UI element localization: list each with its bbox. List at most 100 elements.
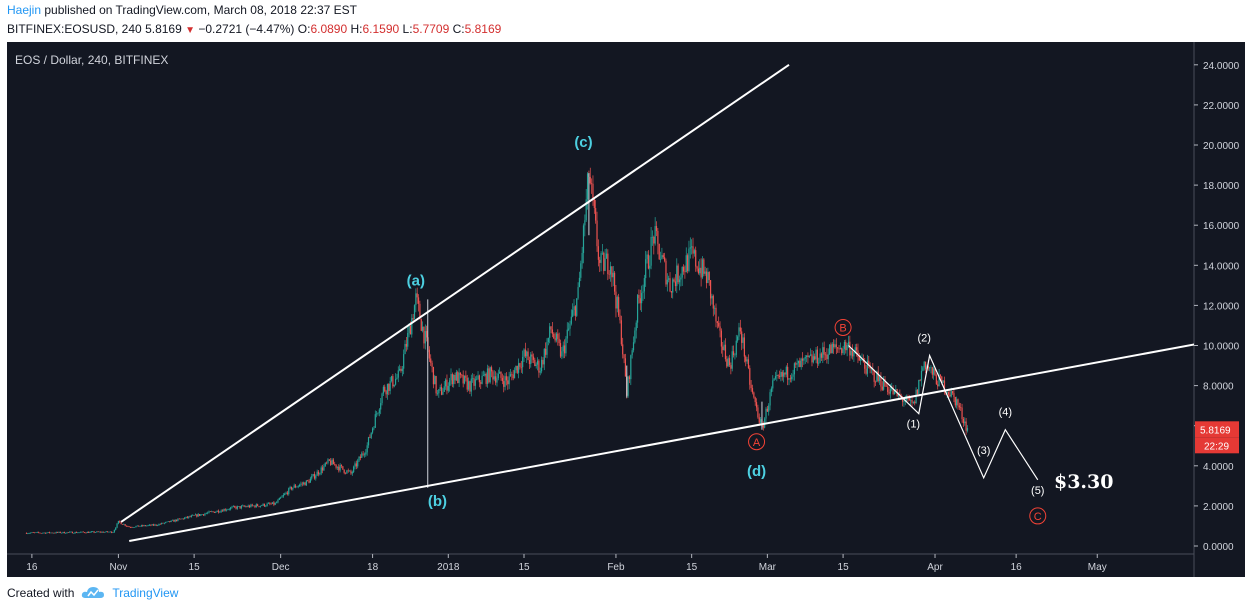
y-tick-label: 24.0000 — [1203, 61, 1240, 72]
last-price-badge — [1195, 421, 1239, 438]
candle-body — [931, 367, 933, 375]
elliott-wave-projection[interactable] — [848, 345, 1039, 481]
candle-body — [935, 375, 937, 385]
candle-body — [670, 291, 672, 293]
candle-body — [947, 392, 950, 395]
candle-body — [129, 527, 132, 528]
candle-body — [568, 328, 570, 330]
candle-body — [540, 359, 543, 372]
candle-body — [343, 469, 345, 473]
candle-body — [424, 331, 426, 344]
symbol-label: BITFINEX:EOSUSD, 240 — [7, 22, 142, 36]
candle-body — [143, 525, 145, 527]
candle-body — [810, 354, 812, 356]
wave-label: C — [1034, 511, 1042, 523]
candle-body — [97, 531, 99, 533]
candle-body — [739, 327, 741, 332]
candle-body — [267, 503, 270, 504]
candle-body — [346, 470, 348, 474]
publish-line: Haejin published on TradingView.com, Mar… — [7, 3, 357, 17]
chart-background — [7, 42, 1245, 577]
candle-body — [472, 378, 474, 379]
candle-body — [304, 482, 306, 486]
candle-body — [194, 514, 197, 516]
candle-body — [799, 360, 801, 368]
wave-label: (c) — [574, 134, 592, 151]
candle-body — [416, 293, 418, 298]
candle-body — [305, 480, 307, 486]
candle-body — [58, 531, 60, 533]
candle-body — [289, 486, 291, 489]
candle-body — [120, 522, 122, 525]
candle-body — [509, 374, 512, 377]
plot-area: (a) (b) (c) (d) A B C (1) (2) (3) (4) (5) $3.30 — [25, 63, 1245, 542]
candle-body — [792, 374, 794, 377]
candle-body — [380, 403, 382, 410]
candle-body — [208, 511, 210, 513]
candle-body — [386, 383, 389, 395]
candle-body — [486, 368, 489, 384]
candle-body — [738, 327, 740, 337]
candle-body — [35, 532, 37, 533]
candle-body — [257, 504, 259, 507]
candle-body — [563, 345, 566, 354]
candle-body — [647, 254, 649, 269]
candle-body — [839, 348, 841, 350]
candle-body — [439, 387, 441, 390]
candle-body — [32, 532, 34, 533]
candle-body — [728, 358, 731, 366]
candle-body — [462, 375, 464, 384]
candle-body — [404, 343, 406, 355]
candle-body — [275, 502, 278, 504]
candle-body — [473, 378, 475, 386]
candle-body — [334, 464, 336, 465]
wave-label: (1) — [907, 419, 920, 431]
tradingview-link[interactable]: TradingView — [112, 586, 179, 600]
candle-body — [609, 266, 612, 275]
candle-body — [712, 295, 714, 309]
candle-body — [659, 258, 662, 260]
candle-body — [781, 372, 783, 377]
candle-body — [54, 532, 56, 534]
candle-body — [161, 522, 163, 525]
candle-body — [577, 287, 579, 299]
candle-body — [399, 368, 401, 371]
candle-body — [489, 367, 491, 383]
candle-body — [254, 505, 256, 508]
candle-body — [79, 532, 82, 533]
candle-body — [308, 480, 310, 483]
author-link[interactable]: Haejin — [7, 3, 42, 17]
candle-body — [358, 456, 360, 461]
candle-body — [965, 421, 967, 431]
candle-body — [635, 322, 637, 331]
candle-body — [572, 310, 574, 317]
candle-body — [412, 318, 414, 320]
ohlc-line: BITFINEX:EOSUSD, 240 5.8169 ▼ −0.2721 (−… — [7, 22, 501, 36]
candle-body — [515, 365, 517, 371]
candle-body — [962, 418, 965, 424]
candle-body — [450, 374, 452, 381]
candle-body — [493, 376, 495, 380]
candle-body — [357, 460, 359, 467]
candle-body — [67, 532, 69, 533]
candle-body — [470, 378, 472, 392]
candle-body — [193, 515, 195, 516]
candle-body — [784, 372, 786, 375]
candle-body — [803, 358, 805, 361]
x-tick-label: 15 — [838, 562, 850, 573]
candle-body — [505, 376, 508, 381]
candle-body — [934, 368, 936, 376]
lower-trendline[interactable] — [129, 329, 1245, 542]
candle-body — [753, 392, 755, 398]
candle-body — [44, 532, 46, 534]
low-label: L: — [402, 22, 413, 36]
price-chart[interactable]: (a) (b) (c) (d) A B C (1) (2) (3) (4) (5) $3.30 24.00… — [7, 42, 1245, 577]
upper-trendline[interactable] — [120, 63, 790, 523]
candle-body — [857, 350, 859, 358]
candle-body — [532, 356, 535, 360]
candle-body — [692, 246, 694, 254]
candle-body — [631, 350, 633, 356]
candle-body — [134, 527, 136, 528]
candle-body — [788, 378, 790, 380]
candle-body — [211, 511, 213, 513]
